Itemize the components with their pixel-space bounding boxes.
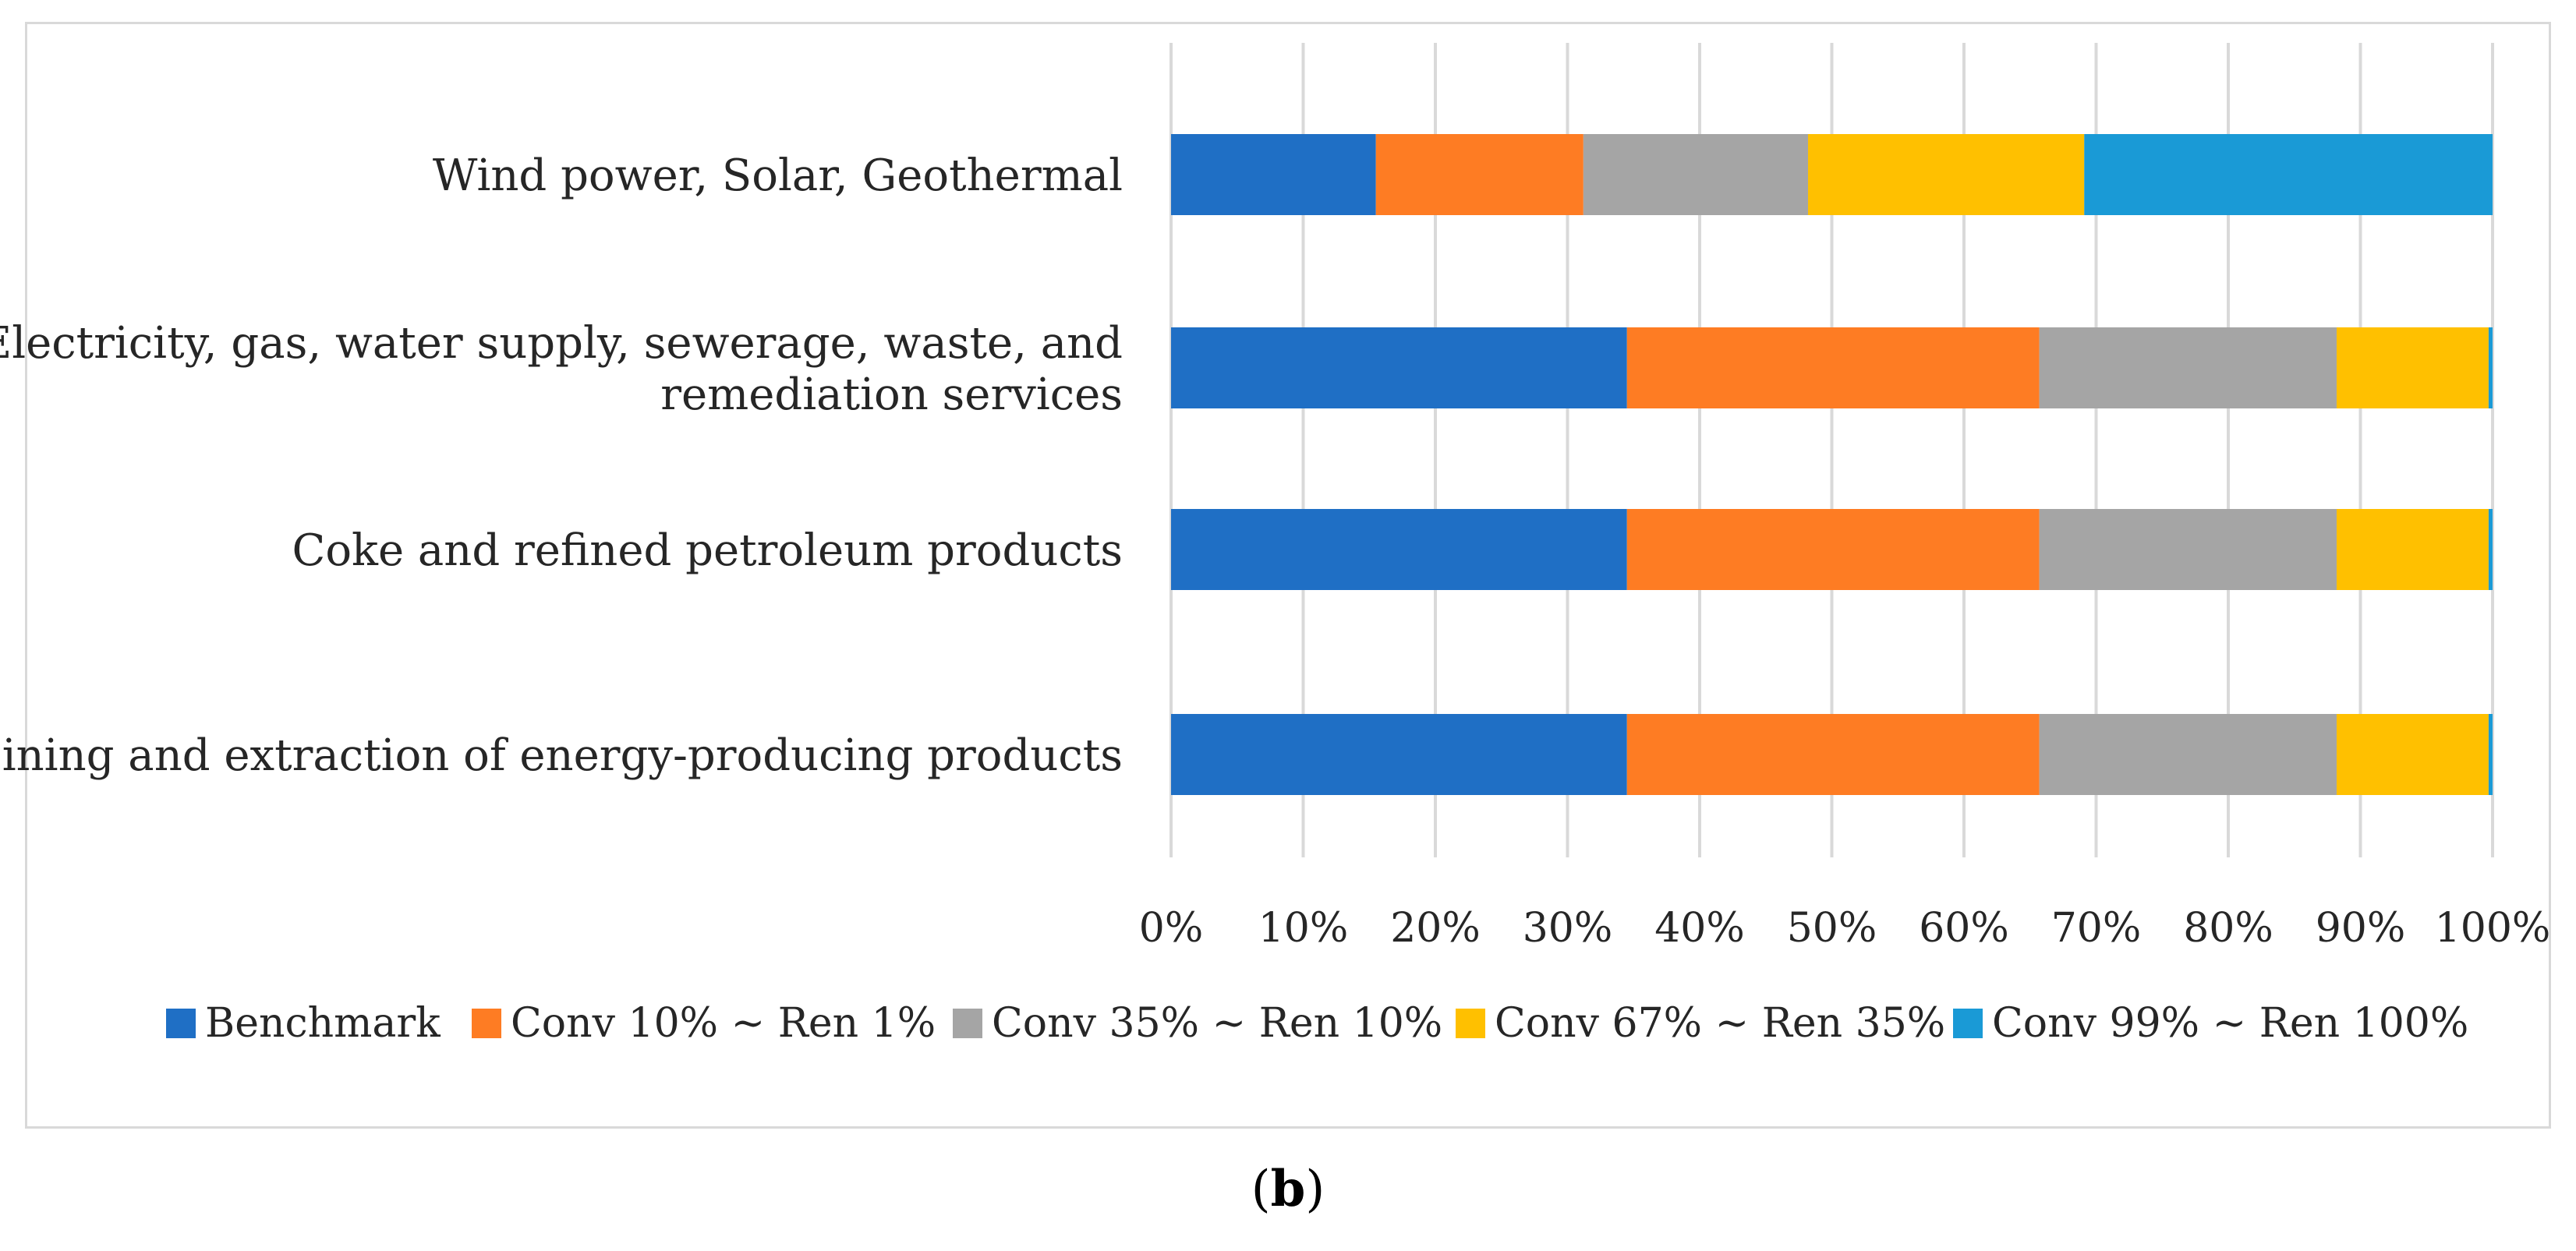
category-label: Electricity, gas, water supply, sewerage… (0, 318, 1123, 369)
bars (1171, 134, 2493, 795)
bar-segment (1171, 714, 1627, 795)
category-label: Wind power, Solar, Geothermal (433, 150, 1123, 201)
x-tick-labels: 0% 10% 20% 30% 40% 50% 60% 70% 80% 90% 100% (1139, 905, 2551, 952)
bar-segment (1626, 509, 2040, 590)
bar-segment (2039, 509, 2337, 590)
bar-segment (2039, 327, 2337, 408)
bar-segment (1807, 134, 2085, 215)
bar-segment (1171, 509, 1627, 590)
bar-segment (1626, 714, 2040, 795)
legend-swatch (166, 1009, 196, 1038)
legend-label: Conv 35% ~ Ren 10% (992, 1000, 1442, 1047)
bar-segment (2488, 509, 2493, 590)
bar-segment (1375, 134, 1583, 215)
legend-label: Conv 99% ~ Ren 100% (1992, 1000, 2468, 1047)
x-tick-label: 40% (1654, 905, 1745, 952)
x-tick-label: 10% (1258, 905, 1349, 952)
legend-swatch (1953, 1009, 1983, 1038)
legend-swatch (472, 1009, 501, 1038)
category-labels: Wind power, Solar, Geothermal Electricity… (0, 150, 1123, 781)
bar-segment (2488, 714, 2493, 795)
category-label: Coke and refined petroleum products (292, 525, 1123, 576)
x-tick-label: 70% (2051, 905, 2142, 952)
legend: Benchmark Conv 10% ~ Ren 1% Conv 35% ~ Ren… (166, 1000, 2468, 1047)
legend-label: Conv 10% ~ Ren 1% (511, 1000, 936, 1047)
bar-segment (2336, 509, 2489, 590)
x-tick-label: 0% (1139, 905, 1204, 952)
legend-swatch (1456, 1009, 1485, 1038)
bar-segment (2039, 714, 2337, 795)
x-tick-label: 30% (1523, 905, 1613, 952)
legend-swatch (953, 1009, 982, 1038)
x-tick-label: 20% (1390, 905, 1481, 952)
x-tick-label: 60% (1919, 905, 2009, 952)
bar-segment (2336, 714, 2489, 795)
category-label: remediation services (660, 369, 1123, 420)
bar-segment (2336, 327, 2489, 408)
category-label: Mining and extraction of energy-producin… (0, 730, 1123, 781)
figure-caption: (b) (1251, 1160, 1325, 1218)
caption-label: b (1270, 1160, 1306, 1218)
x-tick-label: 80% (2183, 905, 2273, 952)
bar-segment (1171, 327, 1627, 408)
bar-segment (1583, 134, 1808, 215)
legend-label: Benchmark (205, 1000, 441, 1047)
bar-segment (1171, 134, 1376, 215)
bar-segment (1626, 327, 2040, 408)
x-tick-label: 100% (2435, 905, 2551, 952)
x-tick-label: 90% (2316, 905, 2406, 952)
bar-segment (2488, 327, 2493, 408)
legend-label: Conv 67% ~ Ren 35% (1495, 1000, 1945, 1047)
x-tick-label: 50% (1787, 905, 1877, 952)
bar-segment (2084, 134, 2493, 215)
